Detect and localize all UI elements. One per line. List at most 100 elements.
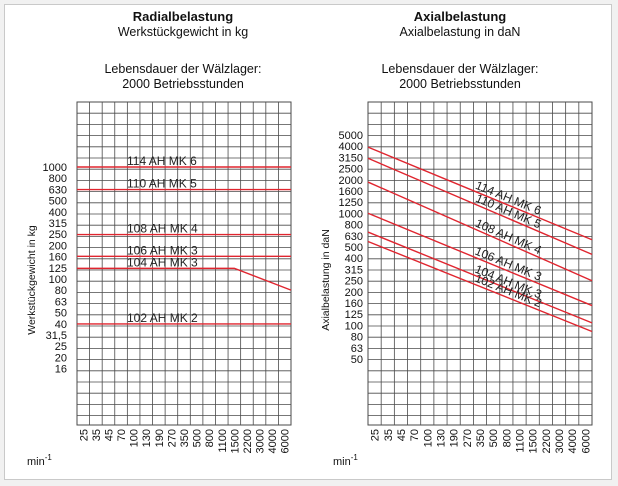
right-series-line xyxy=(367,146,593,241)
left-life-line2: 2000 Betriebsstunden xyxy=(122,77,244,91)
right-plot-frame xyxy=(367,101,593,426)
left-x-tick-label: 6000 xyxy=(280,429,292,453)
right-x-tick-label: 190 xyxy=(449,429,461,447)
right-y-tick-label: 63 xyxy=(351,343,363,355)
right-y-tick-label: 1600 xyxy=(339,186,363,198)
right-series-line xyxy=(367,212,593,307)
left-series-label: 110 AH MK 5 xyxy=(127,177,197,191)
left-x-tick-label: 1500 xyxy=(229,429,241,453)
left-series-label: 104 AH MK 3 xyxy=(127,255,198,269)
right-y-tick-label: 100 xyxy=(345,320,363,332)
left-y-tick-label: 31,5 xyxy=(46,330,67,342)
right-y-tick-label: 1250 xyxy=(339,197,363,209)
left-x-tick-label: 100 xyxy=(129,429,141,447)
left-y-tick-label: 400 xyxy=(49,207,67,219)
left-y-tick-label: 16 xyxy=(55,364,67,376)
left-y-tick-label: 800 xyxy=(49,173,67,185)
right-series-line xyxy=(367,157,593,255)
right-y-tick-label: 125 xyxy=(345,309,363,321)
right-x-tick-label: 100 xyxy=(422,429,434,447)
right-x-tick-label: 70 xyxy=(409,429,421,441)
axial-load-chart: Axialbelastung Axialbelastung in daN Leb… xyxy=(320,9,593,468)
left-y-tick-label: 25 xyxy=(55,341,67,353)
right-x-tick-label: 130 xyxy=(435,429,447,447)
right-x-tick-label: 350 xyxy=(475,429,487,447)
right-life-line1: Lebensdauer der Wälzlager: xyxy=(381,62,538,76)
right-y-tick-label: 200 xyxy=(345,287,363,299)
left-y-axis-label: Werkstückgewicht in kg xyxy=(26,225,38,335)
right-y-tick-label: 800 xyxy=(345,220,363,232)
left-life-line1: Lebensdauer der Wälzlager: xyxy=(104,62,261,76)
right-x-tick-label: 45 xyxy=(396,429,408,441)
right-x-tick-label: 25 xyxy=(370,429,382,441)
left-y-tick-label: 40 xyxy=(55,319,67,331)
right-chart-title: Axialbelastung xyxy=(414,9,507,24)
left-y-tick-label: 160 xyxy=(49,252,67,264)
left-y-tick-label: 63 xyxy=(55,296,67,308)
right-y-tick-label: 630 xyxy=(345,231,363,243)
left-series-label: 114 AH MK 6 xyxy=(127,154,197,168)
right-x-tick-label: 1500 xyxy=(528,429,540,453)
right-series-line xyxy=(367,231,593,324)
right-y-tick-label: 80 xyxy=(351,332,363,344)
right-x-tick-label: 500 xyxy=(488,429,500,447)
right-life-line2: 2000 Betriebsstunden xyxy=(399,77,521,91)
left-y-tick-label: 630 xyxy=(49,184,67,196)
left-y-tick-label: 200 xyxy=(49,240,67,252)
left-x-tick-label: 500 xyxy=(192,429,204,447)
right-y-tick-label: 400 xyxy=(345,253,363,265)
left-y-tick-label: 20 xyxy=(55,352,67,364)
left-series-label: 106 AH MK 3 xyxy=(127,243,198,257)
right-y-tick-label: 500 xyxy=(345,242,363,254)
left-x-tick-label: 270 xyxy=(166,429,178,447)
left-x-tick-label: 190 xyxy=(154,429,166,447)
left-x-tick-label: 70 xyxy=(116,429,128,441)
left-series-line xyxy=(77,267,292,291)
left-y-tick-label: 315 xyxy=(49,218,67,230)
right-series-line xyxy=(367,240,593,333)
left-y-tick-label: 80 xyxy=(55,285,67,297)
right-y-tick-label: 250 xyxy=(345,276,363,288)
left-y-tick-label: 1000 xyxy=(43,162,67,174)
left-y-tick-label: 100 xyxy=(49,274,67,286)
left-y-tick-label: 125 xyxy=(49,263,67,275)
right-y-tick-label: 50 xyxy=(351,354,363,366)
right-series-line xyxy=(367,181,593,282)
left-chart-title: Radialbelastung xyxy=(133,9,233,24)
left-plot-frame xyxy=(76,101,292,426)
left-x-tick-label: 1100 xyxy=(217,429,229,453)
right-y-tick-label: 4000 xyxy=(339,141,363,153)
left-x-tick-label: 4000 xyxy=(267,429,279,453)
right-x-tick-label: 4000 xyxy=(567,429,579,453)
left-y-tick-label: 250 xyxy=(49,229,67,241)
right-x-unit-label: min-1 xyxy=(333,453,358,468)
right-x-tick-label: 270 xyxy=(462,429,474,447)
right-y-tick-label: 3150 xyxy=(339,152,363,164)
left-x-unit-label: min-1 xyxy=(27,453,52,468)
left-series-label: 108 AH MK 4 xyxy=(127,222,198,236)
right-y-axis-label: Axialbelastung in daN xyxy=(320,229,332,331)
right-x-tick-label: 2200 xyxy=(541,429,553,453)
left-chart-subtitle: Werkstückgewicht in kg xyxy=(118,25,248,39)
right-x-tick-label: 6000 xyxy=(580,429,592,453)
right-y-tick-label: 315 xyxy=(345,264,363,276)
left-x-tick-label: 3000 xyxy=(255,429,267,453)
left-y-tick-label: 500 xyxy=(49,196,67,208)
left-x-tick-label: 2200 xyxy=(242,429,254,453)
radial-load-chart: Radialbelastung Werkstückgewicht in kg L… xyxy=(26,9,292,468)
right-y-tick-label: 1000 xyxy=(339,208,363,220)
right-x-tick-label: 800 xyxy=(501,429,513,447)
left-x-tick-label: 350 xyxy=(179,429,191,447)
figure-frame: Radialbelastung Werkstückgewicht in kg L… xyxy=(4,4,612,480)
right-y-tick-label: 5000 xyxy=(339,130,363,142)
right-chart-subtitle: Axialbelastung in daN xyxy=(400,25,521,39)
right-y-tick-label: 2000 xyxy=(339,175,363,187)
right-x-tick-label: 1100 xyxy=(515,429,527,453)
left-x-tick-label: 800 xyxy=(204,429,216,447)
right-x-tick-label: 3000 xyxy=(554,429,566,453)
right-y-tick-label: 160 xyxy=(345,298,363,310)
charts-canvas: Radialbelastung Werkstückgewicht in kg L… xyxy=(26,9,593,468)
left-x-tick-label: 130 xyxy=(141,429,153,447)
left-x-tick-label: 25 xyxy=(78,429,90,441)
right-x-tick-label: 35 xyxy=(383,429,395,441)
